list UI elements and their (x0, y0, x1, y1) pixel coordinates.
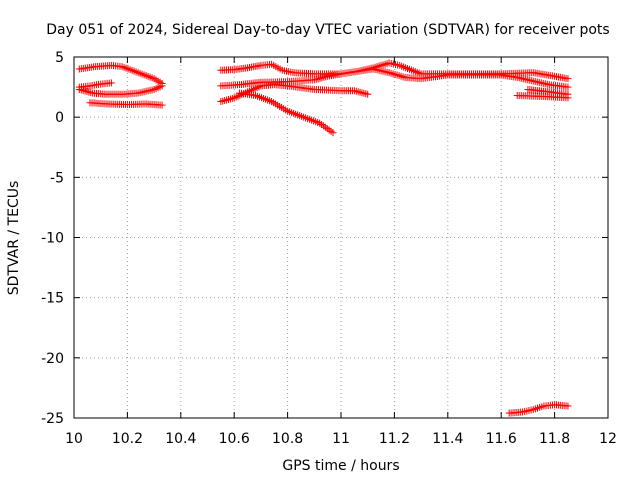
y-axis-label: SDTVAR / TECUs (6, 181, 22, 296)
x-tick-label: 10.8 (272, 431, 303, 447)
y-tick-label: -5 (50, 170, 64, 186)
data-point (352, 87, 360, 95)
data-point (224, 95, 232, 103)
data-point (564, 402, 572, 410)
x-tick-label: 11.8 (539, 431, 570, 447)
series-s1 (75, 61, 166, 87)
data-point (158, 101, 166, 109)
data-point (158, 82, 166, 90)
x-tick-label: 10.2 (112, 431, 143, 447)
x-tick-label: 10 (65, 431, 83, 447)
data-point (85, 88, 93, 96)
data-point (356, 88, 364, 96)
data-point (362, 90, 370, 98)
data-point (564, 83, 572, 91)
y-axis-ticks: 5 0 -5 -10 -15 -20 -25 (41, 50, 608, 427)
series-s7 (217, 81, 372, 106)
data-points (75, 59, 572, 417)
data-point (364, 90, 372, 98)
x-tick-label: 11 (332, 431, 350, 447)
data-point (360, 89, 368, 97)
series-s3 (75, 79, 115, 91)
series-s10 (524, 85, 572, 98)
data-point (329, 129, 337, 137)
y-tick-label: -20 (41, 351, 64, 367)
data-point (107, 79, 115, 87)
grid (74, 57, 608, 418)
data-point (358, 89, 366, 97)
data-point (221, 96, 229, 104)
y-tick-label: -10 (41, 231, 64, 247)
y-tick-label: -15 (41, 291, 64, 307)
data-point (219, 97, 227, 105)
x-axis-label: GPS time / hours (282, 458, 399, 474)
y-tick-label: -25 (41, 411, 64, 427)
data-point (217, 98, 225, 106)
x-tick-label: 10.6 (219, 431, 250, 447)
series-s6 (217, 65, 572, 91)
data-point (354, 88, 362, 96)
data-point (564, 90, 572, 98)
x-axis-ticks: 10 10.2 10.4 10.6 10.8 11 11.2 11.4 11.6 11.8 12 (65, 57, 617, 447)
data-point (226, 95, 234, 103)
data-point (223, 96, 231, 104)
x-tick-label: 12 (599, 431, 617, 447)
series-s11 (505, 401, 572, 417)
x-tick-label: 11.2 (379, 431, 410, 447)
y-tick-label: 0 (55, 110, 64, 126)
data-point (83, 88, 91, 96)
x-tick-label: 10.4 (165, 431, 196, 447)
chart-title: Day 051 of 2024, Sidereal Day-to-day VTE… (46, 22, 609, 38)
data-point (350, 87, 358, 95)
y-tick-label: 5 (55, 50, 64, 66)
series-s8 (236, 89, 337, 137)
series-s4 (86, 99, 166, 109)
data-point (564, 75, 572, 83)
x-tick-label: 11.4 (432, 431, 463, 447)
x-tick-label: 11.6 (486, 431, 517, 447)
data-point (87, 89, 95, 97)
series-s2 (75, 82, 166, 98)
